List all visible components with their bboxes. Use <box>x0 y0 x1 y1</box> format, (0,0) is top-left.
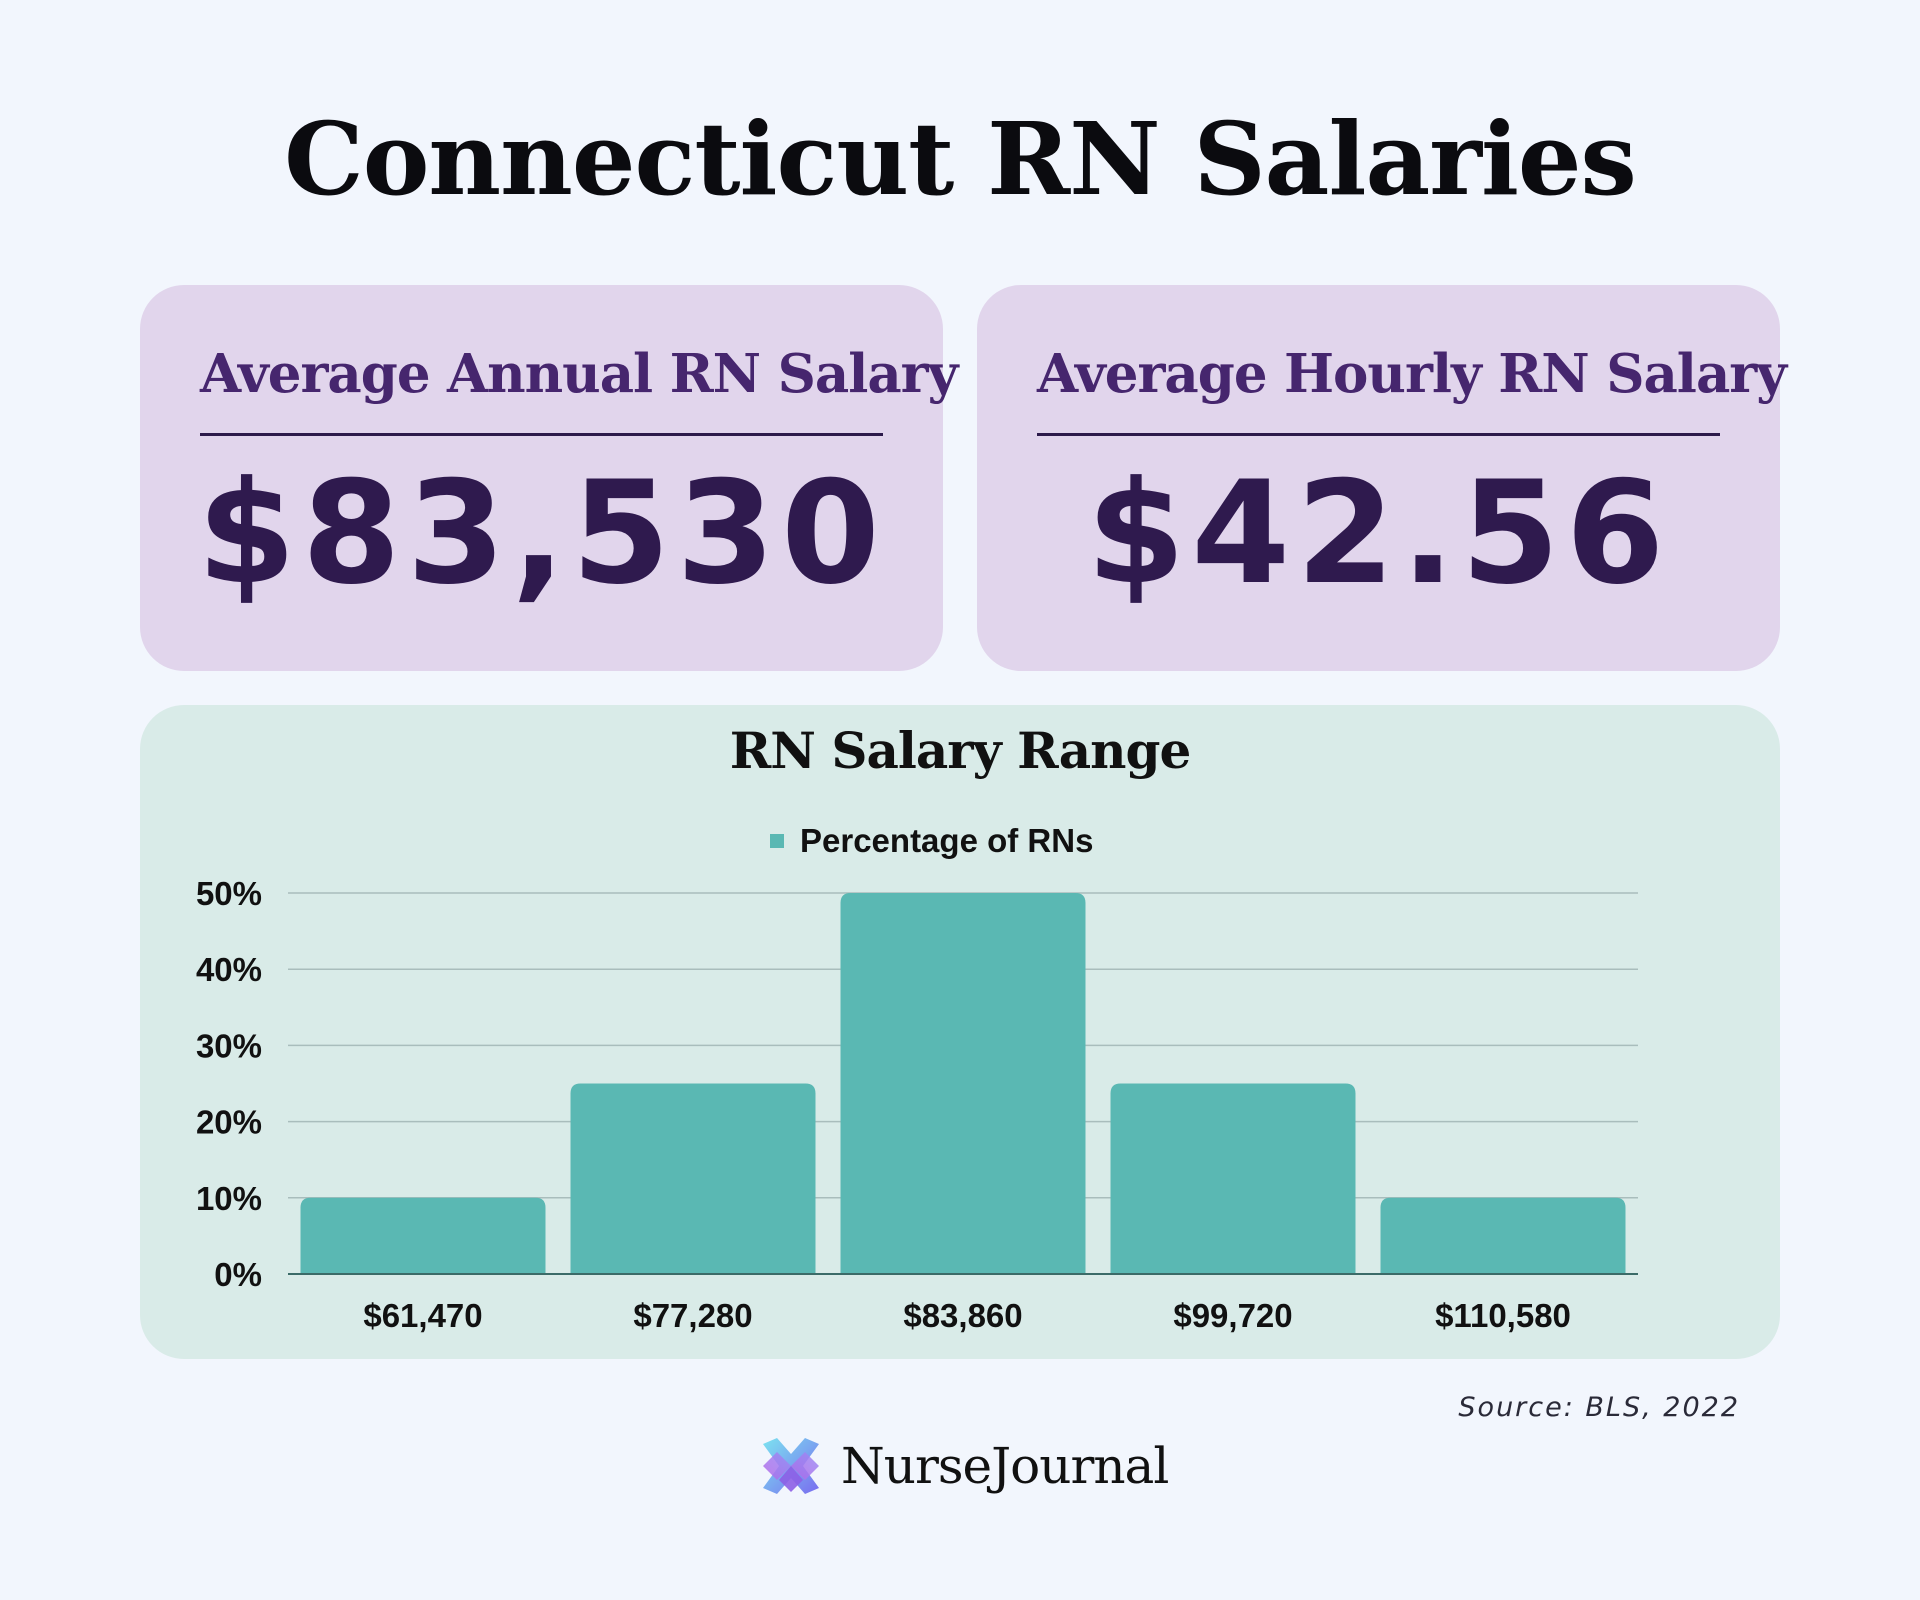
nursejournal-logo-icon <box>763 1438 819 1494</box>
legend-swatch <box>770 834 784 848</box>
hourly-salary-divider <box>1037 433 1720 436</box>
bar <box>570 1083 816 1274</box>
x-tick-label: $77,280 <box>633 1297 752 1334</box>
x-tick-label: $110,580 <box>1435 1297 1571 1334</box>
y-tick-label: 30% <box>196 1027 262 1064</box>
y-tick-label: 40% <box>196 951 262 988</box>
page-title: Connecticut RN Salaries <box>284 100 1637 218</box>
y-tick-label: 20% <box>196 1104 262 1141</box>
bar <box>1380 1197 1626 1274</box>
annual-salary-value: $83,530 <box>197 451 886 616</box>
x-tick-label: $99,720 <box>1173 1297 1292 1334</box>
y-tick-label: 50% <box>196 875 262 912</box>
salary-range-chart-card: RN Salary Range Percentage of RNs 0% 10% 20%… <box>140 705 1780 1359</box>
bar <box>840 893 1086 1274</box>
brand-name: NurseJournal <box>841 1437 1169 1495</box>
bar <box>300 1197 546 1274</box>
legend-label: Percentage of RNs <box>800 822 1093 859</box>
hourly-salary-label: Average Hourly RN Salary <box>1037 343 1787 405</box>
salary-range-chart: RN Salary Range Percentage of RNs 0% 10% 20%… <box>196 721 1638 1334</box>
bar <box>1110 1083 1356 1274</box>
x-tick-label: $83,860 <box>903 1297 1022 1334</box>
y-tick-label: 10% <box>196 1180 262 1217</box>
annual-salary-divider <box>200 433 883 436</box>
chart-title: RN Salary Range <box>730 721 1191 780</box>
hourly-salary-value: $42.56 <box>1086 451 1671 616</box>
annual-salary-label: Average Annual RN Salary <box>200 343 958 405</box>
brand-logo: NurseJournal <box>755 1430 1169 1502</box>
y-tick-label: 0% <box>214 1256 262 1293</box>
x-tick-label: $61,470 <box>363 1297 482 1334</box>
annual-salary-card: Average Annual RN Salary $83,530 <box>140 285 958 671</box>
source-note: Source: BLS, 2022 <box>1458 1392 1740 1423</box>
hourly-salary-card: Average Hourly RN Salary $42.56 <box>977 285 1787 671</box>
